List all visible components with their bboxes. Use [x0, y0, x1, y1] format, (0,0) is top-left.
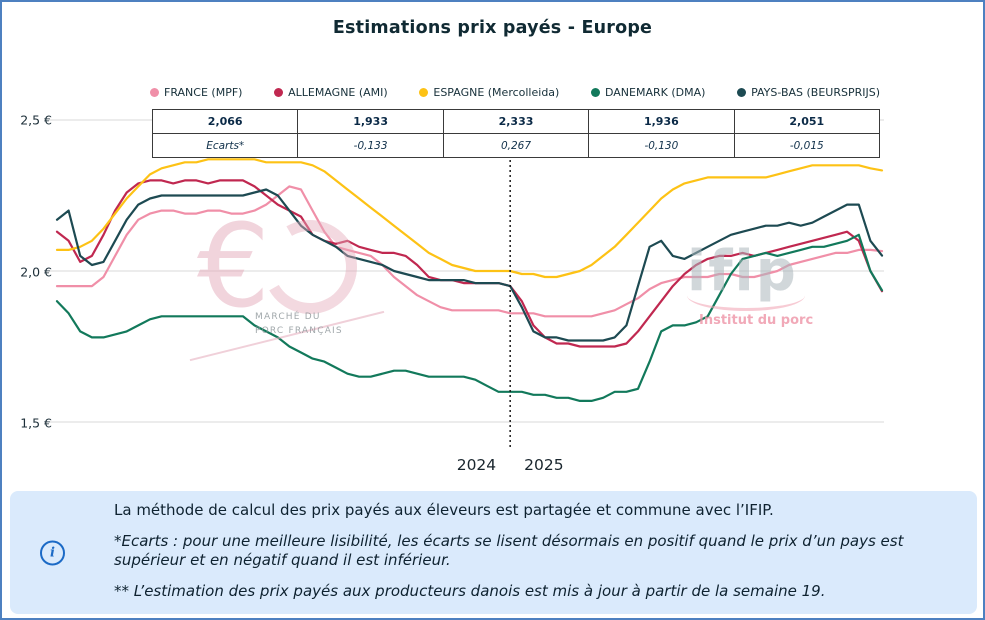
price-france: 2,066 — [151, 109, 299, 134]
pays-bas-color-dot — [737, 88, 747, 97]
price-allemagne: 1,933 — [297, 109, 444, 134]
ecarts-label: Ecarts* — [151, 133, 299, 158]
page-title: Estimations prix payés - Europe — [332, 18, 653, 38]
y-tick-2-5: 2,5 € — [20, 112, 52, 128]
espagne-color-dot — [419, 88, 429, 97]
legend-label-allemagne: ALLEMAGNE (AMI) — [288, 86, 388, 99]
legend-item-allemagne[interactable]: ALLEMAGNE (AMI) — [274, 86, 388, 99]
chart-legend: FRANCE (MPF) ALLEMAGNE (AMI) ESPAGNE (Me… — [150, 86, 880, 99]
info-danish-note: ** L’estimation des prix payés aux produ… — [114, 581, 826, 600]
ecart-espagne: 0,267 — [442, 133, 590, 158]
ecarts-row: Ecarts* -0,133 0,267 -0,130 -0,015 — [151, 133, 881, 158]
price-espagne: 2,333 — [442, 109, 590, 134]
price-pays-bas: 2,051 — [733, 109, 881, 134]
series-line-france-mpf- — [55, 185, 884, 318]
legend-label-pays-bas: PAYS-BAS (BEURSPRIJS) — [751, 86, 880, 99]
prices-row: 2,066 1,933 2,333 1,936 2,051 — [151, 109, 881, 134]
price-table: 2,066 1,933 2,333 1,936 2,051 Ecarts* -0… — [151, 109, 881, 158]
ecart-danemark: -0,130 — [588, 133, 735, 158]
info-method-text: La méthode de calcul des prix payés aux … — [114, 501, 774, 519]
ecart-allemagne: -0,133 — [297, 133, 444, 158]
ecart-pays-bas: -0,015 — [733, 133, 881, 158]
year-label-2024: 2024 — [456, 456, 497, 474]
info-icon-glyph: i — [50, 545, 55, 560]
legend-item-france[interactable]: FRANCE (MPF) — [150, 86, 242, 99]
danemark-color-dot — [590, 88, 600, 97]
info-text: La méthode de calcul des prix payés aux … — [114, 501, 952, 613]
legend-item-espagne[interactable]: ESPAGNE (Mercolleida) — [419, 86, 559, 99]
france-color-dot — [150, 88, 159, 97]
legend-item-danemark[interactable]: DANEMARK (DMA) — [590, 86, 706, 99]
year-label-2025: 2025 — [524, 456, 564, 474]
price-danemark: 1,936 — [588, 109, 735, 134]
series-line-pays-bas-beursprijs- — [55, 188, 884, 342]
price-chart: 2,5 € 2,0 € 1,5 € FRANCE (MPF) ALLEMAGNE… — [2, 52, 983, 492]
allemagne-color-dot — [274, 88, 284, 97]
series-line-allemagne-ami- — [55, 179, 884, 348]
y-tick-2-0: 2,0 € — [20, 264, 52, 280]
legend-label-france: FRANCE (MPF) — [164, 86, 243, 99]
info-box: i La méthode de calcul des prix payés au… — [10, 491, 977, 614]
legend-label-danemark: DANEMARK (DMA) — [604, 86, 706, 99]
legend-item-pays-bas[interactable]: PAYS-BAS (BEURSPRIJS) — [737, 86, 880, 99]
legend-label-espagne: ESPAGNE (Mercolleida) — [433, 86, 560, 99]
y-tick-1-5: 1,5 € — [20, 415, 52, 431]
series-line-danemark-dma- — [55, 233, 884, 402]
series-line-espagne-mercolleida- — [55, 158, 884, 279]
info-icon: i — [40, 540, 65, 565]
info-ecarts-note: *Ecarts : pour une meilleure lisibilité,… — [114, 532, 904, 569]
